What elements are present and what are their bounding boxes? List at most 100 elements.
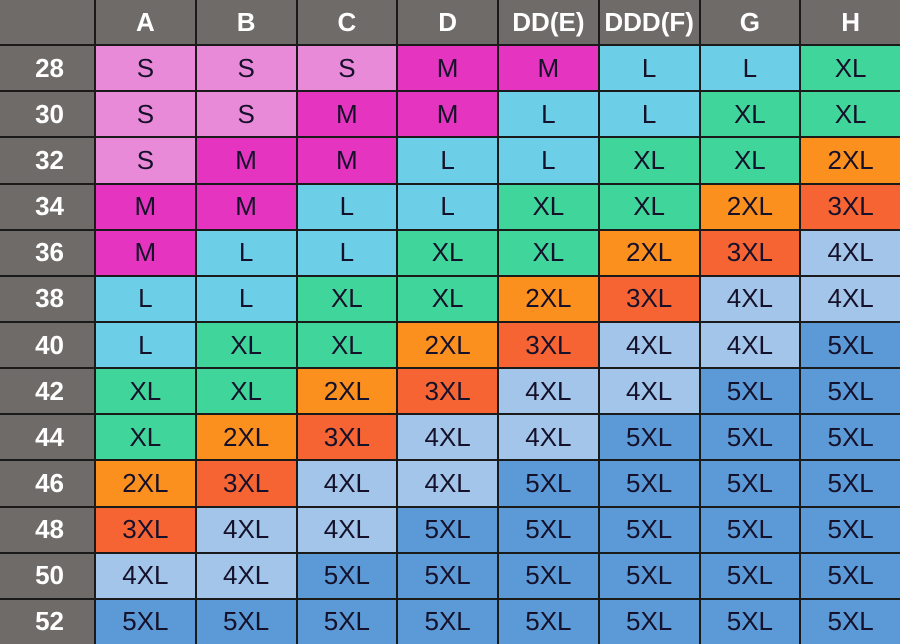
size-cell: 5XL (801, 553, 900, 598)
size-cell: XL (599, 138, 699, 183)
size-cell: 4XL (499, 369, 598, 414)
size-cell: L (96, 322, 195, 368)
size-cell: M (499, 46, 598, 91)
size-cell: L (499, 92, 598, 137)
size-cell: 2XL (599, 230, 699, 275)
size-cell: XL (398, 276, 497, 321)
size-cell: XL (700, 92, 800, 137)
size-cell: 3XL (297, 415, 397, 460)
size-cell: 4XL (700, 322, 800, 368)
size-cell: 5XL (801, 415, 900, 460)
row-header-band: 36 (0, 230, 94, 275)
size-cell: M (96, 230, 195, 275)
row-header-band: 44 (0, 415, 94, 460)
size-cell: XL (196, 369, 296, 414)
size-cell: 5XL (499, 599, 598, 644)
size-cell: 5XL (297, 553, 397, 598)
size-cell: M (196, 184, 296, 229)
size-cell: 4XL (398, 461, 497, 506)
size-cell: XL (398, 230, 497, 275)
size-cell: M (297, 138, 397, 183)
size-cell: 2XL (499, 276, 598, 321)
size-cell: 3XL (700, 230, 800, 275)
size-cell: XL (196, 322, 296, 368)
size-cell: 2XL (801, 138, 900, 183)
row-header-band: 38 (0, 276, 94, 321)
size-cell: S (196, 92, 296, 137)
size-cell: XL (96, 369, 195, 414)
size-cell: 5XL (801, 369, 900, 414)
size-cell: XL (700, 138, 800, 183)
size-cell: 5XL (599, 507, 699, 552)
size-cell: XL (297, 276, 397, 321)
size-cell: L (398, 138, 497, 183)
size-cell: XL (801, 92, 900, 137)
size-cell: XL (297, 322, 397, 368)
row-header-band: 52 (0, 599, 94, 644)
size-cell: 5XL (801, 461, 900, 506)
row-header-band: 46 (0, 461, 94, 506)
size-cell: 2XL (398, 322, 497, 368)
size-cell: 5XL (196, 599, 296, 644)
column-header-cup-7: H (801, 0, 900, 45)
row-header-band: 34 (0, 184, 94, 229)
size-cell: 5XL (700, 461, 800, 506)
size-cell: 2XL (700, 184, 800, 229)
size-cell: 4XL (801, 276, 900, 321)
column-header-cup-6: G (700, 0, 800, 45)
size-cell: 5XL (499, 507, 598, 552)
size-cell: M (297, 92, 397, 137)
size-cell: S (96, 46, 195, 91)
size-cell: 5XL (700, 415, 800, 460)
size-cell: XL (499, 230, 598, 275)
size-cell: 5XL (801, 507, 900, 552)
size-cell: M (96, 184, 195, 229)
column-header-cup-3: D (398, 0, 497, 45)
size-cell: 5XL (599, 599, 699, 644)
row-header-band: 32 (0, 138, 94, 183)
size-cell: 2XL (96, 461, 195, 506)
size-cell: L (398, 184, 497, 229)
size-cell: 4XL (96, 553, 195, 598)
size-cell: 3XL (801, 184, 900, 229)
size-cell: 5XL (499, 553, 598, 598)
size-cell: S (96, 138, 195, 183)
size-cell: 5XL (700, 553, 800, 598)
size-cell: 3XL (599, 276, 699, 321)
size-cell: 3XL (196, 461, 296, 506)
size-cell: 4XL (599, 369, 699, 414)
column-header-cup-0: A (96, 0, 195, 45)
size-cell: S (96, 92, 195, 137)
size-cell: 2XL (196, 415, 296, 460)
size-cell: 5XL (96, 599, 195, 644)
row-header-band: 42 (0, 369, 94, 414)
size-cell: XL (96, 415, 195, 460)
size-cell: L (196, 230, 296, 275)
size-cell: L (297, 184, 397, 229)
row-header-band: 50 (0, 553, 94, 598)
size-cell: XL (801, 46, 900, 91)
size-cell: L (96, 276, 195, 321)
size-cell: 5XL (700, 369, 800, 414)
size-cell: 5XL (700, 507, 800, 552)
size-cell: 4XL (801, 230, 900, 275)
column-header-cup-5: DDD(F) (599, 0, 699, 45)
size-cell: 5XL (398, 553, 497, 598)
row-header-band: 40 (0, 322, 94, 368)
size-cell: 4XL (599, 322, 699, 368)
size-cell: XL (599, 184, 699, 229)
corner-header-cell (0, 0, 94, 45)
size-cell: L (599, 46, 699, 91)
size-cell: 5XL (499, 461, 598, 506)
size-cell: 4XL (297, 461, 397, 506)
size-cell: L (297, 230, 397, 275)
row-header-band: 30 (0, 92, 94, 137)
size-cell: S (297, 46, 397, 91)
size-cell: L (499, 138, 598, 183)
size-cell: 5XL (599, 461, 699, 506)
size-cell: XL (499, 184, 598, 229)
size-cell: 4XL (297, 507, 397, 552)
size-cell: 2XL (297, 369, 397, 414)
size-cell: 5XL (801, 322, 900, 368)
